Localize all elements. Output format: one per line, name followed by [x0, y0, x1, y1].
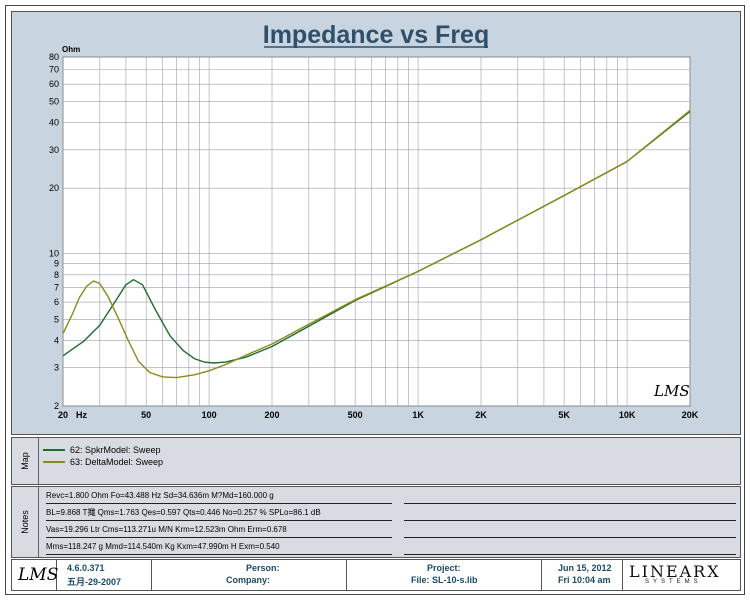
footer-project-cell: Project: File: SL-10-s.lib: [347, 560, 542, 590]
impedance-chart: Impedance vs Freq 20 50 100 200 500 1K 2K 5K 10K…: [49, 21, 699, 420]
x-tick-label: 20K: [682, 410, 699, 420]
notes-tab: Notes: [12, 487, 39, 557]
y-tick-label: 70: [49, 65, 59, 75]
x-tick-label: 50: [141, 410, 151, 420]
legend-entry-delta: 63: DeltaModel: Sweep: [43, 457, 163, 467]
note-line-2: BL=9.868 T擑 Qms=1.763 Qes=0.597 Qts=0.44…: [46, 506, 392, 521]
linearx-logo-sub: SYSTEMS: [645, 579, 702, 585]
chart-title: Impedance vs Freq: [263, 21, 489, 49]
series-line-2: [62, 109, 691, 379]
report-time: Fri 10:04 am: [558, 575, 611, 585]
y-tick-label: 80: [49, 52, 59, 62]
note-blank-3: [404, 523, 736, 538]
y-tick-label: 20: [49, 183, 59, 193]
legend-label-delta: 63: DeltaModel: Sweep: [70, 457, 164, 467]
note-line-3: Vas=19.296 Ltr Cms=113.271u M/N Krm=12.5…: [46, 523, 392, 538]
y-tick-label: 10: [49, 249, 59, 259]
project-label: Project:: [427, 563, 461, 573]
x-tick-label: 20: [58, 410, 68, 420]
x-tick-label: 200: [264, 410, 279, 420]
person-label: Person:: [246, 563, 280, 573]
footer-person-cell: Person: Company:: [152, 560, 347, 590]
legend-swatch-spkr: [43, 449, 65, 451]
y-tick-label: 4: [54, 335, 59, 345]
y-tick-label: 50: [49, 96, 59, 106]
legend-swatch-delta: [43, 461, 65, 463]
x-tick-label: 100: [202, 410, 217, 420]
x-tick-label: 500: [348, 410, 363, 420]
y-tick-label: 2: [54, 401, 59, 411]
note-blank-1: [404, 489, 736, 504]
notes-tab-label: Notes: [20, 510, 30, 534]
y-tick-label: 5: [54, 314, 59, 324]
company-label: Company:: [226, 575, 271, 585]
notes-panel: Notes Revc=1.800 Ohm Fo=43.488 Hz Sd=34.…: [11, 486, 741, 558]
footer: LMS 4.6.0.371 五月-29-2007 Person: Company…: [11, 559, 741, 591]
version-number: 4.6.0.371: [67, 563, 105, 573]
y-tick-label: 7: [54, 282, 59, 292]
lms-logo: LMS: [18, 565, 59, 585]
legend-label-spkr: 62: SpkrModel: Sweep: [70, 445, 161, 455]
map-panel: Map 62: SpkrModel: Sweep 63: DeltaModel:…: [11, 437, 741, 485]
map-tab-label: Map: [20, 452, 30, 470]
x-tick-label: 2K: [475, 410, 487, 420]
note-line-1: Revc=1.800 Ohm Fo=43.488 Hz Sd=34.636m M…: [46, 489, 392, 504]
plot-area: [62, 56, 691, 407]
footer-brand-cell: LINEARX SYSTEMS: [623, 560, 739, 590]
plot-panel: Impedance vs Freq 20 50 100 200 500 1K 2K 5K 10K…: [11, 11, 741, 435]
note-blank-2: [404, 506, 736, 521]
y-tick-label: 6: [54, 297, 59, 307]
x-tick-label: 1K: [412, 410, 424, 420]
report-date: Jun 15, 2012: [558, 563, 612, 573]
map-tab: Map: [12, 438, 39, 484]
x-tick-label: 5K: [558, 410, 570, 420]
y-axis-unit: Ohm: [62, 45, 80, 54]
legend-entry-spkr: 62: SpkrModel: Sweep: [43, 445, 161, 455]
version-date: 五月-29-2007: [67, 577, 122, 587]
note-line-4: Mms=118.247 g Mmd=114.540m Kg Kxm=47.990…: [46, 540, 392, 555]
file-label: File: SL-10-s.lib: [411, 575, 478, 585]
note-blank-4: [404, 540, 736, 555]
footer-logo-cell: LMS: [12, 560, 59, 590]
y-tick-label: 9: [54, 259, 59, 269]
y-tick-label: 3: [54, 363, 59, 373]
y-tick-label: 40: [49, 118, 59, 128]
footer-date-cell: Jun 15, 2012 Fri 10:04 am: [542, 560, 623, 590]
y-tick-label: 60: [49, 79, 59, 89]
x-tick-label: 10K: [619, 410, 636, 420]
lms-watermark: LMS: [653, 382, 690, 400]
y-tick-label: 30: [49, 145, 59, 155]
footer-version-cell: 4.6.0.371 五月-29-2007: [57, 560, 152, 590]
linearx-logo: LINEARX: [629, 562, 721, 581]
y-tick-label: 8: [54, 270, 59, 280]
x-axis-unit: Hz: [76, 410, 87, 420]
